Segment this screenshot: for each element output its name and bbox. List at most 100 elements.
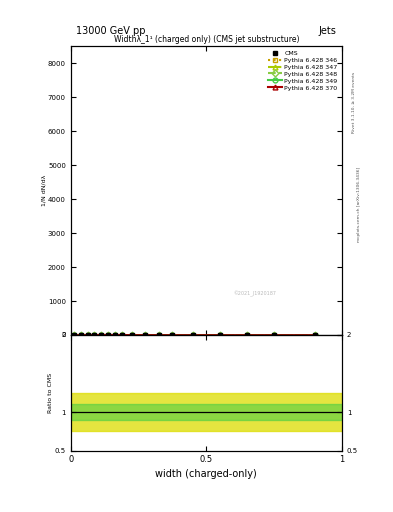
Pythia 6.428 348 bbox=[79, 332, 83, 338]
Pythia 6.428 348 bbox=[156, 332, 161, 338]
Pythia 6.428 347 bbox=[79, 332, 83, 338]
Pythia 6.428 346 bbox=[272, 332, 276, 338]
Pythia 6.428 348 bbox=[312, 332, 317, 338]
Legend: CMS, Pythia 6.428 346, Pythia 6.428 347, Pythia 6.428 348, Pythia 6.428 349, Pyt: CMS, Pythia 6.428 346, Pythia 6.428 347,… bbox=[267, 49, 339, 92]
Pythia 6.428 349 bbox=[190, 332, 195, 338]
Pythia 6.428 349 bbox=[92, 332, 97, 338]
Pythia 6.428 346 bbox=[99, 332, 104, 338]
Pythia 6.428 349 bbox=[99, 332, 104, 338]
Pythia 6.428 370 bbox=[272, 332, 276, 338]
Pythia 6.428 346 bbox=[190, 332, 195, 338]
Pythia 6.428 348 bbox=[106, 332, 110, 338]
Pythia 6.428 349 bbox=[119, 332, 124, 338]
Y-axis label: Ratio to CMS: Ratio to CMS bbox=[48, 373, 53, 413]
Pythia 6.428 348 bbox=[143, 332, 148, 338]
Pythia 6.428 349 bbox=[129, 332, 134, 338]
Pythia 6.428 347 bbox=[112, 332, 117, 338]
Pythia 6.428 370 bbox=[85, 332, 90, 338]
Pythia 6.428 346 bbox=[85, 332, 90, 338]
Pythia 6.428 347 bbox=[272, 332, 276, 338]
Pythia 6.428 347 bbox=[119, 332, 124, 338]
Pythia 6.428 347 bbox=[99, 332, 104, 338]
Pythia 6.428 348 bbox=[272, 332, 276, 338]
Pythia 6.428 348 bbox=[119, 332, 124, 338]
Pythia 6.428 370 bbox=[72, 332, 77, 338]
Text: Rivet 3.1.10, ≥ 3.2M events: Rivet 3.1.10, ≥ 3.2M events bbox=[352, 72, 356, 133]
Pythia 6.428 349 bbox=[106, 332, 110, 338]
Pythia 6.428 348 bbox=[99, 332, 104, 338]
Pythia 6.428 348 bbox=[129, 332, 134, 338]
Pythia 6.428 346 bbox=[72, 332, 77, 338]
Pythia 6.428 347 bbox=[129, 332, 134, 338]
Pythia 6.428 370 bbox=[99, 332, 104, 338]
Pythia 6.428 346 bbox=[106, 332, 110, 338]
Pythia 6.428 347 bbox=[218, 332, 222, 338]
Line: Pythia 6.428 348: Pythia 6.428 348 bbox=[72, 332, 317, 337]
Pythia 6.428 347 bbox=[92, 332, 97, 338]
Pythia 6.428 370 bbox=[190, 332, 195, 338]
Pythia 6.428 346 bbox=[112, 332, 117, 338]
Pythia 6.428 347 bbox=[72, 332, 77, 338]
Pythia 6.428 349 bbox=[272, 332, 276, 338]
Pythia 6.428 346 bbox=[79, 332, 83, 338]
Text: Jets: Jets bbox=[319, 26, 336, 36]
Line: Pythia 6.428 346: Pythia 6.428 346 bbox=[72, 332, 317, 337]
Pythia 6.428 370 bbox=[170, 332, 175, 338]
Pythia 6.428 346 bbox=[170, 332, 175, 338]
Pythia 6.428 349 bbox=[244, 332, 249, 338]
Pythia 6.428 370 bbox=[129, 332, 134, 338]
Pythia 6.428 348 bbox=[92, 332, 97, 338]
Pythia 6.428 349 bbox=[112, 332, 117, 338]
Line: Pythia 6.428 370: Pythia 6.428 370 bbox=[72, 332, 317, 337]
Pythia 6.428 346 bbox=[129, 332, 134, 338]
Pythia 6.428 347 bbox=[244, 332, 249, 338]
Pythia 6.428 349 bbox=[79, 332, 83, 338]
Pythia 6.428 346 bbox=[143, 332, 148, 338]
Pythia 6.428 347 bbox=[170, 332, 175, 338]
Pythia 6.428 370 bbox=[112, 332, 117, 338]
Pythia 6.428 347 bbox=[190, 332, 195, 338]
Text: ©2021_J1920187: ©2021_J1920187 bbox=[233, 291, 276, 297]
Pythia 6.428 348 bbox=[85, 332, 90, 338]
Pythia 6.428 347 bbox=[143, 332, 148, 338]
Pythia 6.428 348 bbox=[112, 332, 117, 338]
X-axis label: width (charged-only): width (charged-only) bbox=[156, 468, 257, 479]
Pythia 6.428 346 bbox=[244, 332, 249, 338]
Pythia 6.428 349 bbox=[170, 332, 175, 338]
Pythia 6.428 347 bbox=[106, 332, 110, 338]
Pythia 6.428 346 bbox=[218, 332, 222, 338]
Pythia 6.428 349 bbox=[218, 332, 222, 338]
Pythia 6.428 370 bbox=[312, 332, 317, 338]
Pythia 6.428 349 bbox=[143, 332, 148, 338]
Pythia 6.428 348 bbox=[190, 332, 195, 338]
Line: Pythia 6.428 347: Pythia 6.428 347 bbox=[72, 332, 317, 337]
Pythia 6.428 346 bbox=[119, 332, 124, 338]
Pythia 6.428 346 bbox=[92, 332, 97, 338]
Y-axis label: 1/N dN/dλ: 1/N dN/dλ bbox=[42, 175, 46, 206]
Pythia 6.428 349 bbox=[85, 332, 90, 338]
Pythia 6.428 348 bbox=[170, 332, 175, 338]
Pythia 6.428 370 bbox=[119, 332, 124, 338]
Pythia 6.428 347 bbox=[156, 332, 161, 338]
Pythia 6.428 370 bbox=[244, 332, 249, 338]
Pythia 6.428 348 bbox=[244, 332, 249, 338]
Pythia 6.428 370 bbox=[106, 332, 110, 338]
Text: 13000 GeV pp: 13000 GeV pp bbox=[76, 26, 146, 36]
Pythia 6.428 346 bbox=[312, 332, 317, 338]
Pythia 6.428 349 bbox=[312, 332, 317, 338]
Pythia 6.428 370 bbox=[218, 332, 222, 338]
Pythia 6.428 370 bbox=[156, 332, 161, 338]
Pythia 6.428 347 bbox=[85, 332, 90, 338]
Pythia 6.428 347 bbox=[312, 332, 317, 338]
Pythia 6.428 349 bbox=[156, 332, 161, 338]
Pythia 6.428 370 bbox=[79, 332, 83, 338]
Pythia 6.428 370 bbox=[143, 332, 148, 338]
Pythia 6.428 346 bbox=[156, 332, 161, 338]
Pythia 6.428 370 bbox=[92, 332, 97, 338]
Pythia 6.428 348 bbox=[218, 332, 222, 338]
Title: Widthλ_1¹ (charged only) (CMS jet substructure): Widthλ_1¹ (charged only) (CMS jet substr… bbox=[114, 35, 299, 44]
Pythia 6.428 349 bbox=[72, 332, 77, 338]
Pythia 6.428 348 bbox=[72, 332, 77, 338]
Line: Pythia 6.428 349: Pythia 6.428 349 bbox=[72, 332, 317, 337]
Text: mcplots.cern.ch [arXiv:1306.3436]: mcplots.cern.ch [arXiv:1306.3436] bbox=[357, 167, 361, 242]
